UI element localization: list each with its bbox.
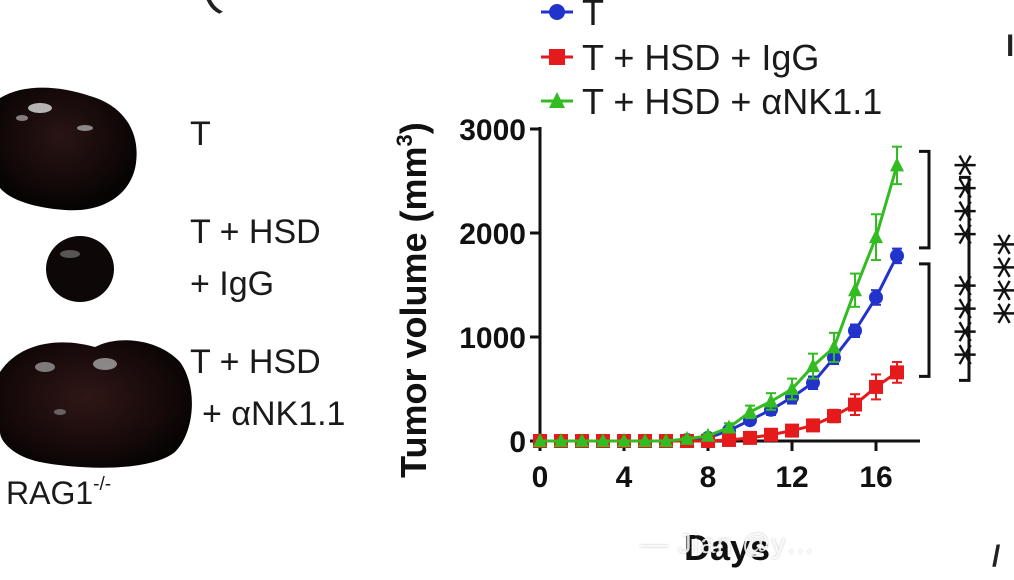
x-tick-label: 16: [859, 461, 892, 494]
group-label-t: T: [190, 115, 211, 153]
significance-label-2: ****: [969, 233, 1014, 325]
y-axis-title-superscript: 3: [392, 134, 417, 146]
data-point-0: [848, 323, 862, 338]
significance-bracket-2: [959, 175, 971, 382]
data-point-2: [596, 433, 610, 447]
tumor-photo-hsd-igg: [46, 236, 114, 302]
data-point-1: [869, 379, 883, 394]
data-point-2: [722, 419, 736, 434]
data-point-0: [869, 290, 883, 305]
significance-label-0: ****: [930, 154, 984, 246]
strain-genotype: -/-: [93, 474, 112, 495]
group-label-hsd-igg-line2: + IgG: [190, 265, 275, 303]
legend-marker-1: [549, 49, 565, 65]
group-label-hsd-ank11: T + HSD + αNK1.1: [190, 336, 345, 440]
y-axis-title-close: ): [393, 122, 434, 134]
tumor-photo-panel: T T + HSD + IgG T + HSD + αNK1.1 RAG1-/-: [0, 0, 400, 580]
significance-bracket-0: [919, 149, 931, 250]
x-tick-label: 4: [616, 461, 633, 494]
legend-marker-0: [549, 4, 565, 20]
y-tick-label: 3000: [459, 114, 526, 147]
data-point-1: [743, 430, 757, 445]
edge-letter-bottom-right: /: [992, 540, 1001, 573]
data-point-2: [575, 433, 589, 447]
data-point-2: [869, 229, 883, 244]
data-point-1: [827, 409, 841, 424]
data-point-1: [848, 397, 862, 412]
group-label-hsd-igg: T + HSD + IgG: [190, 206, 321, 310]
significance-bracket-1: [919, 262, 931, 378]
data-point-2: [785, 381, 799, 395]
x-tick-label: 0: [532, 461, 549, 494]
tumor-photo-hsd-ank11: [0, 340, 192, 468]
data-point-2: [659, 433, 673, 447]
group-label-hsd-igg-line1: T + HSD: [190, 213, 321, 251]
legend-label-0: T: [582, 0, 604, 33]
data-point-1: [722, 432, 736, 447]
data-point-2: [806, 358, 820, 373]
data-point-2: [827, 339, 841, 354]
watermark: — Jian @y…: [640, 528, 816, 559]
x-tick-label: 12: [775, 461, 808, 494]
data-point-2: [848, 282, 862, 297]
data-point-2: [617, 433, 631, 447]
significance-label-1: ****: [930, 274, 984, 366]
data-point-2: [890, 157, 904, 172]
x-tick-label: 8: [700, 461, 717, 494]
edge-letter-right: l: [1006, 30, 1014, 63]
data-point-2: [764, 393, 778, 408]
data-point-2: [743, 403, 757, 418]
data-point-2: [533, 433, 547, 447]
y-tick-label: 2000: [459, 218, 526, 251]
series-line-2: [540, 164, 899, 443]
data-point-1: [806, 418, 820, 433]
legend-label-2: T + HSD + αNK1.1: [582, 81, 882, 122]
data-point-0: [890, 248, 904, 263]
series-line-0: [540, 255, 899, 443]
data-point-1: [764, 427, 778, 442]
strain-name: RAG1: [6, 475, 94, 511]
y-axis-title: Tumor volume (mm3): [392, 122, 434, 478]
y-axis-title-main: Tumor volume (mm: [393, 146, 434, 477]
tumor-photo-t: [0, 87, 137, 211]
y-tick-label: 1000: [459, 322, 526, 355]
data-point-2: [554, 433, 568, 447]
legend-label-1: T + HSD + IgG: [582, 37, 819, 78]
data-point-1: [785, 423, 799, 438]
legend-marker-2: [549, 92, 565, 108]
strain-label: RAG1-/-: [6, 474, 111, 512]
data-point-2: [680, 430, 694, 445]
y-tick-label: 0: [509, 426, 526, 459]
x-axis-title: Days: [684, 527, 770, 568]
data-point-1: [890, 365, 904, 380]
group-label-hsd-ank11-line2: + αNK1.1: [202, 395, 346, 433]
data-point-2: [701, 427, 715, 442]
group-label-hsd-ank11-line1: T + HSD: [190, 343, 321, 381]
data-point-2: [638, 433, 652, 447]
